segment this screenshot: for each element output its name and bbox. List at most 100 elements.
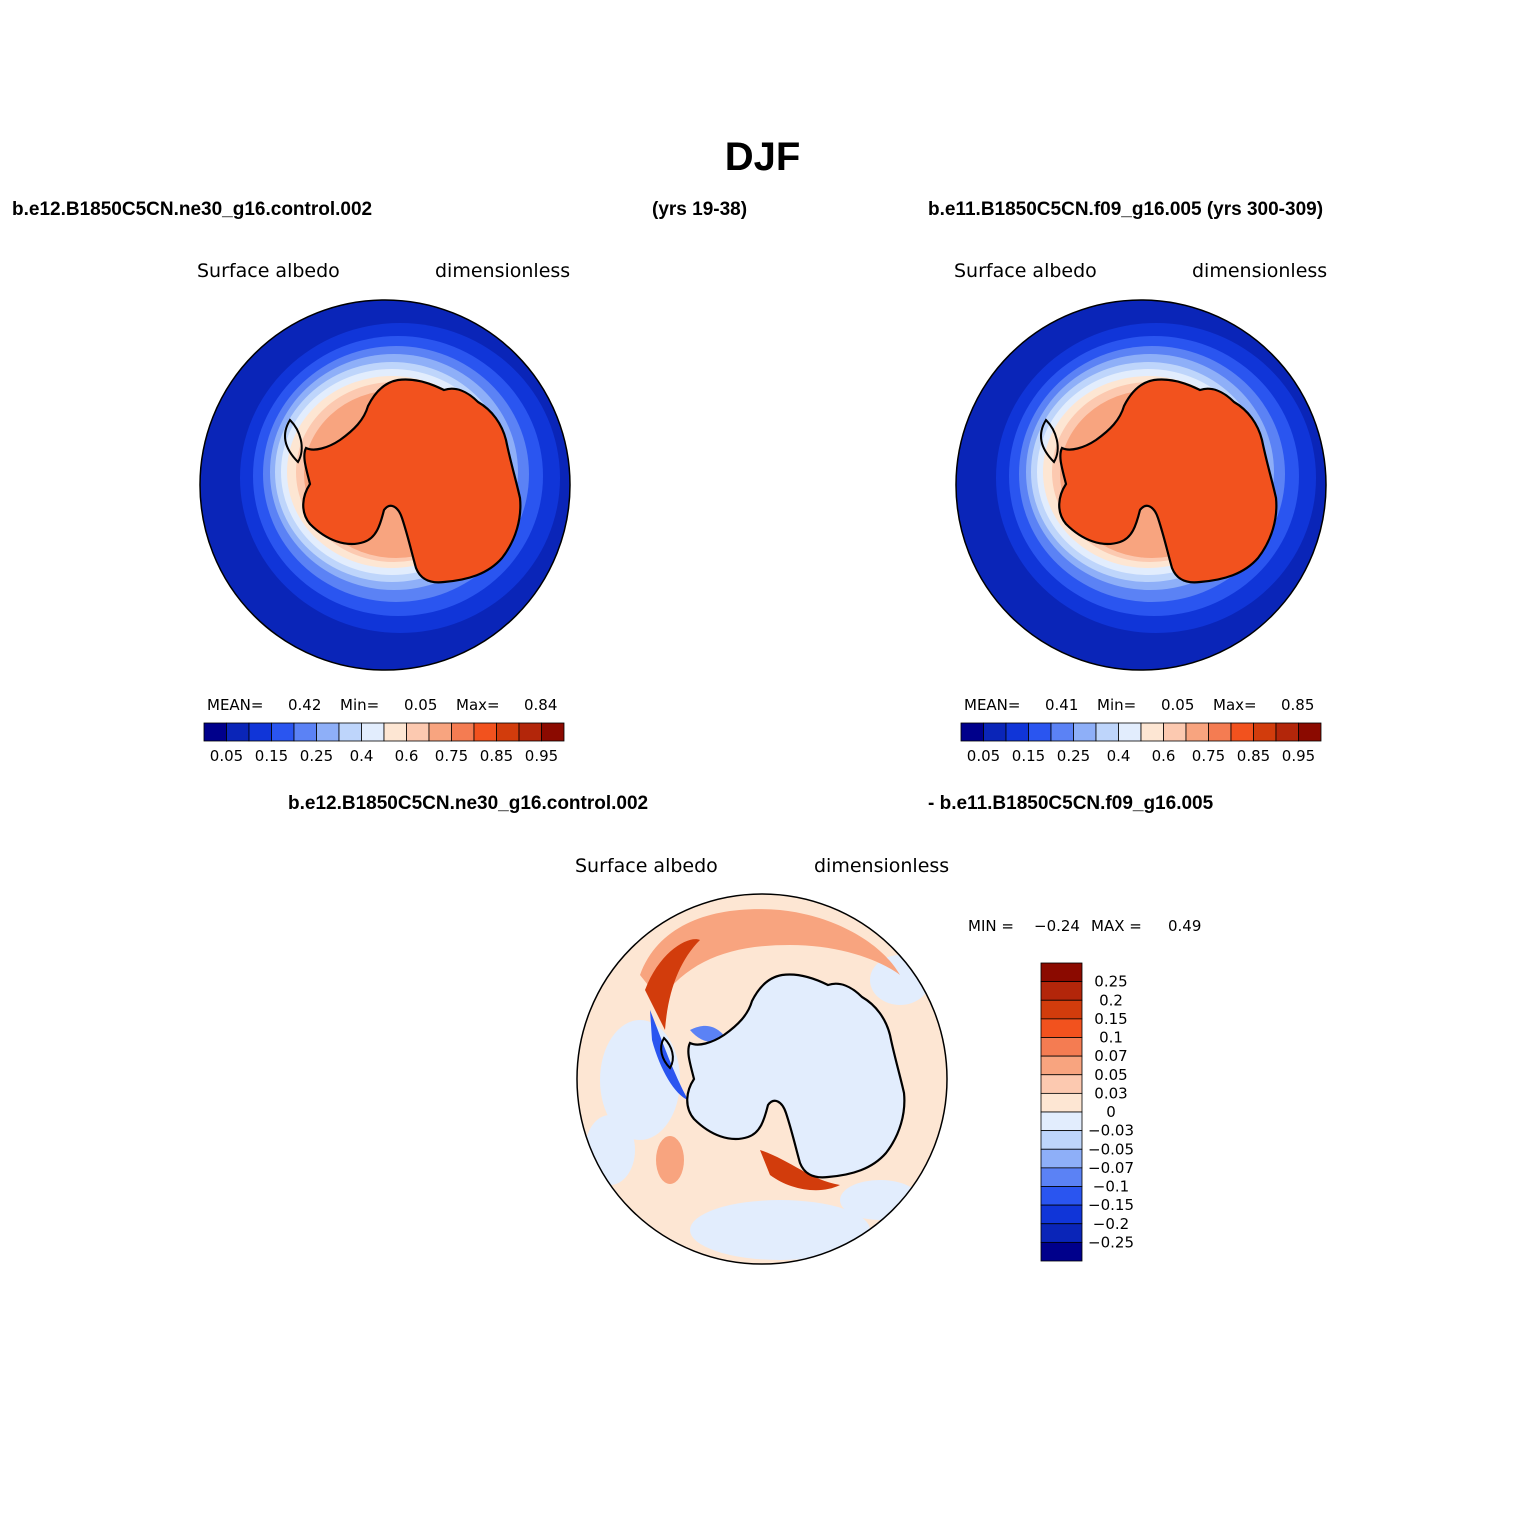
panel3-colorbar-tick-label: 0.25 bbox=[1094, 973, 1127, 991]
panel2-colorbar-tick-label: 0.05 bbox=[967, 747, 1000, 765]
panel1-colorbar-tick-label: 0.4 bbox=[350, 747, 374, 765]
panel2-colorbar-swatch bbox=[1005, 722, 1029, 742]
panel3-colorbar-tick-label: −0.15 bbox=[1088, 1196, 1134, 1214]
panel2-colorbar-tick-label: 0.6 bbox=[1152, 747, 1176, 765]
panel1-colorbar-swatch bbox=[361, 722, 385, 742]
panel2-colorbar-tick-label: 0.95 bbox=[1282, 747, 1315, 765]
panel3-colorbar-swatch bbox=[1040, 999, 1083, 1020]
panel3-colorbar-swatch bbox=[1040, 1074, 1083, 1094]
panel1-units: dimensionless bbox=[435, 260, 571, 282]
panel1-min-value: 0.05 bbox=[404, 696, 438, 714]
panel2-colorbar-swatch bbox=[1275, 722, 1299, 742]
panel3-colorbar-tick-label: −0.07 bbox=[1088, 1159, 1134, 1177]
panel2-min-value: 0.05 bbox=[1161, 696, 1195, 714]
panel1-colorbar-swatch bbox=[428, 722, 452, 742]
panel1-colorbar-swatch bbox=[203, 722, 227, 742]
panel2-colorbar-swatch bbox=[1140, 722, 1164, 742]
panel2-min-label: Min= bbox=[1097, 696, 1137, 714]
panel3-colorbar-tick-label: −0.1 bbox=[1093, 1178, 1129, 1196]
panel3-colorbar-tick-label: 0.2 bbox=[1099, 991, 1123, 1009]
panel3-colorbar-swatch bbox=[1040, 1037, 1083, 1057]
panel3-colorbar-tick-label: 0.03 bbox=[1094, 1084, 1127, 1102]
panel1-colorbar-swatch bbox=[383, 722, 407, 742]
panel2-colorbar-swatch bbox=[1208, 722, 1232, 742]
panel2-colorbar-tick-label: 0.75 bbox=[1192, 747, 1225, 765]
panel1-mean-value: 0.42 bbox=[288, 696, 322, 714]
left-case-label: b.e12.B1850C5CN.ne30_g16.control.002 bbox=[12, 199, 373, 220]
panel1-colorbar-swatch bbox=[451, 722, 475, 742]
panel2-mean-label: MEAN= bbox=[964, 696, 1021, 714]
panel1-colorbar-swatch bbox=[518, 722, 542, 742]
panel2-colorbar-swatch bbox=[1073, 722, 1097, 742]
panel1-min-label: Min= bbox=[340, 696, 380, 714]
panel1-colorbar-swatch bbox=[541, 722, 565, 742]
panel2-colorbar-tick-label: 0.4 bbox=[1107, 747, 1131, 765]
panel1-colorbar-swatch bbox=[316, 722, 340, 742]
panel3-colorbar-tick-label: −0.25 bbox=[1088, 1233, 1134, 1251]
panel2-colorbar-swatch bbox=[1298, 722, 1322, 742]
panel1-colorbar-swatch bbox=[338, 722, 362, 742]
panel3-colorbar-swatch bbox=[1040, 1130, 1083, 1150]
panel2-map-border bbox=[955, 299, 1327, 671]
panel2-colorbar-tick-label: 0.85 bbox=[1237, 747, 1270, 765]
panel2-colorbar-tick-label: 0.15 bbox=[1012, 747, 1045, 765]
panel2-colorbar-swatch bbox=[1028, 722, 1052, 742]
panel2-map bbox=[956, 300, 1326, 670]
panel2-colorbar-swatch bbox=[983, 722, 1007, 742]
panel1-colorbar-swatch bbox=[473, 722, 497, 742]
panel3-colorbar: 0.250.20.150.10.070.050.030−0.03−0.05−0.… bbox=[1040, 962, 1134, 1262]
panel3-max-value: 0.49 bbox=[1168, 917, 1202, 935]
panel3-colorbar-swatch bbox=[1040, 962, 1083, 983]
panel2-colorbar-swatch bbox=[1253, 722, 1277, 742]
left-years-label: (yrs 19-38) bbox=[652, 199, 748, 220]
panel3-colorbar-swatch bbox=[1040, 1111, 1083, 1132]
panel1-colorbar: 0.05 0.15 0.25 0.4 0.6 0.75 0.85 0.95 bbox=[203, 722, 565, 765]
panel1-colorbar-swatch bbox=[496, 722, 520, 742]
panel1-map-border bbox=[199, 299, 571, 671]
panel1-colorbar-swatch bbox=[271, 722, 295, 742]
diff-case-a-label: b.e12.B1850C5CN.ne30_g16.control.002 bbox=[288, 793, 649, 814]
panel1-max-value: 0.84 bbox=[524, 696, 558, 714]
panel1-colorbar-swatch bbox=[406, 722, 430, 742]
panel2-colorbar-swatch bbox=[1230, 722, 1254, 742]
panel2-max-label: Max= bbox=[1213, 696, 1257, 714]
panel3-colorbar-tick-label: −0.05 bbox=[1088, 1140, 1134, 1158]
panel1-colorbar-tick-label: 0.75 bbox=[435, 747, 468, 765]
panel3-colorbar-swatch bbox=[1040, 1092, 1083, 1113]
panel3-colorbar-swatch bbox=[1040, 1241, 1083, 1262]
panel3-colorbar-swatch bbox=[1040, 1204, 1083, 1225]
panel1-colorbar-tick-label: 0.85 bbox=[480, 747, 513, 765]
panel3-colorbar-swatch bbox=[1040, 1148, 1083, 1169]
panel1-colorbar-tick-label: 0.6 bbox=[395, 747, 419, 765]
panel2-colorbar-swatch bbox=[960, 722, 984, 742]
panel3-map-border bbox=[576, 893, 948, 1265]
figure-title: DJF bbox=[724, 135, 801, 179]
panel2-colorbar-swatch bbox=[1118, 722, 1142, 742]
panel2-colorbar-tick-label: 0.25 bbox=[1057, 747, 1090, 765]
right-case-label: b.e11.B1850C5CN.f09_g16.005 (yrs 300-309… bbox=[928, 199, 1324, 220]
panel2-colorbar-swatch bbox=[1163, 722, 1187, 742]
panel2-colorbar: 0.05 0.15 0.25 0.4 0.6 0.75 0.85 0.95 bbox=[960, 722, 1322, 765]
panel1-map bbox=[200, 300, 570, 670]
panel3-variable: Surface albedo bbox=[575, 855, 718, 877]
panel2-max-value: 0.85 bbox=[1281, 696, 1315, 714]
panel1-colorbar-swatch bbox=[248, 722, 272, 742]
panel1-max-label: Max= bbox=[456, 696, 500, 714]
panel3-min-label: MIN = bbox=[968, 917, 1014, 935]
panel3-colorbar-swatch bbox=[1040, 1186, 1083, 1206]
panel1-mean-label: MEAN= bbox=[207, 696, 264, 714]
panel1-variable: Surface albedo bbox=[197, 260, 340, 282]
panel3-colorbar-tick-label: 0.07 bbox=[1094, 1047, 1127, 1065]
panel3-colorbar-swatch bbox=[1040, 981, 1083, 1001]
panel1-colorbar-swatch bbox=[293, 722, 317, 742]
panel1-colorbar-tick-label: 0.15 bbox=[255, 747, 288, 765]
panel3-colorbar-tick-label: −0.03 bbox=[1088, 1122, 1134, 1140]
panel3-units: dimensionless bbox=[814, 855, 950, 877]
panel3-colorbar-swatch bbox=[1040, 1055, 1083, 1076]
panel3-map bbox=[577, 894, 947, 1264]
panel3-colorbar-tick-label: 0.15 bbox=[1094, 1010, 1127, 1028]
panel3-colorbar-swatch bbox=[1040, 1018, 1083, 1038]
panel3-colorbar-swatch bbox=[1040, 1167, 1083, 1187]
diff-case-b-label: - b.e11.B1850C5CN.f09_g16.005 bbox=[928, 793, 1214, 814]
